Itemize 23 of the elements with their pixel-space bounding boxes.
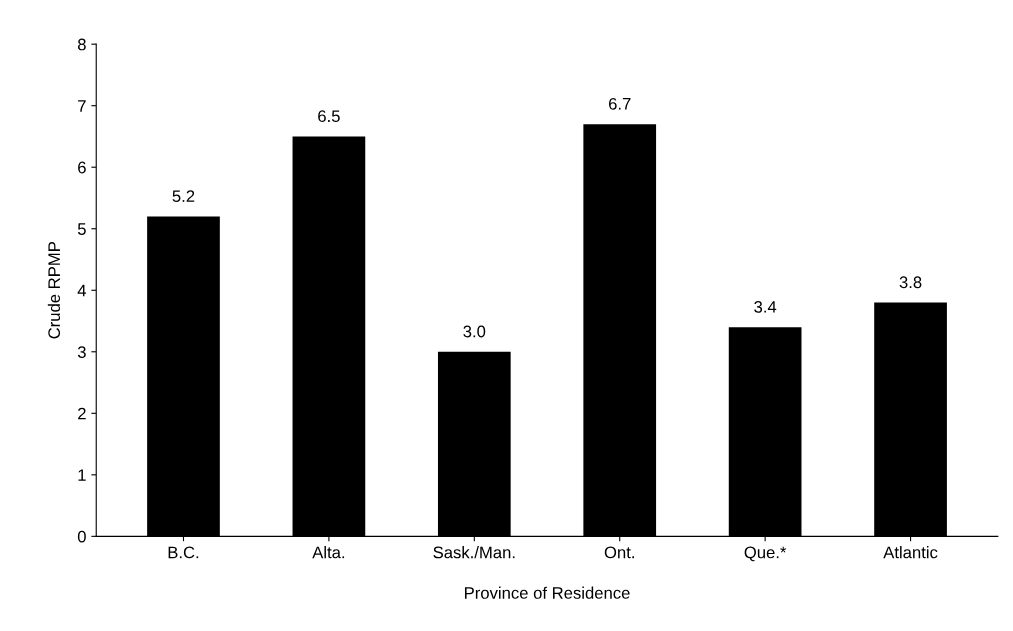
x-axis-title: Province of Residence bbox=[465, 586, 630, 599]
data-label: 3.4 bbox=[754, 300, 777, 313]
data-label: 5.2 bbox=[172, 190, 195, 203]
x-tick-label: B.C. bbox=[168, 546, 199, 559]
x-tick-label: Atlantic bbox=[883, 546, 938, 559]
x-tick-label: Ont. bbox=[604, 546, 634, 559]
x-tick-label: Que.* bbox=[744, 546, 787, 562]
y-tick-label: 7 bbox=[78, 100, 86, 112]
data-label: 3.0 bbox=[463, 325, 486, 338]
data-label: 6.5 bbox=[318, 110, 340, 123]
data-label: 6.7 bbox=[608, 97, 631, 110]
y-tick-label: 1 bbox=[78, 469, 86, 481]
y-tick-label: 6 bbox=[78, 161, 86, 174]
x-tick-label: Alta. bbox=[312, 546, 345, 559]
y-tick-label: 0 bbox=[77, 530, 86, 543]
y-tick-label: 2 bbox=[78, 407, 86, 420]
y-tick-label: 5 bbox=[77, 223, 86, 235]
y-axis-title: Crude RPMP bbox=[47, 242, 61, 339]
y-tick-label: 3 bbox=[77, 346, 86, 358]
data-label: 3.8 bbox=[899, 276, 922, 289]
y-tick-label: 8 bbox=[77, 38, 86, 51]
y-tick-label: 4 bbox=[77, 284, 87, 297]
x-tick-label: Sask./Man. bbox=[433, 546, 515, 559]
